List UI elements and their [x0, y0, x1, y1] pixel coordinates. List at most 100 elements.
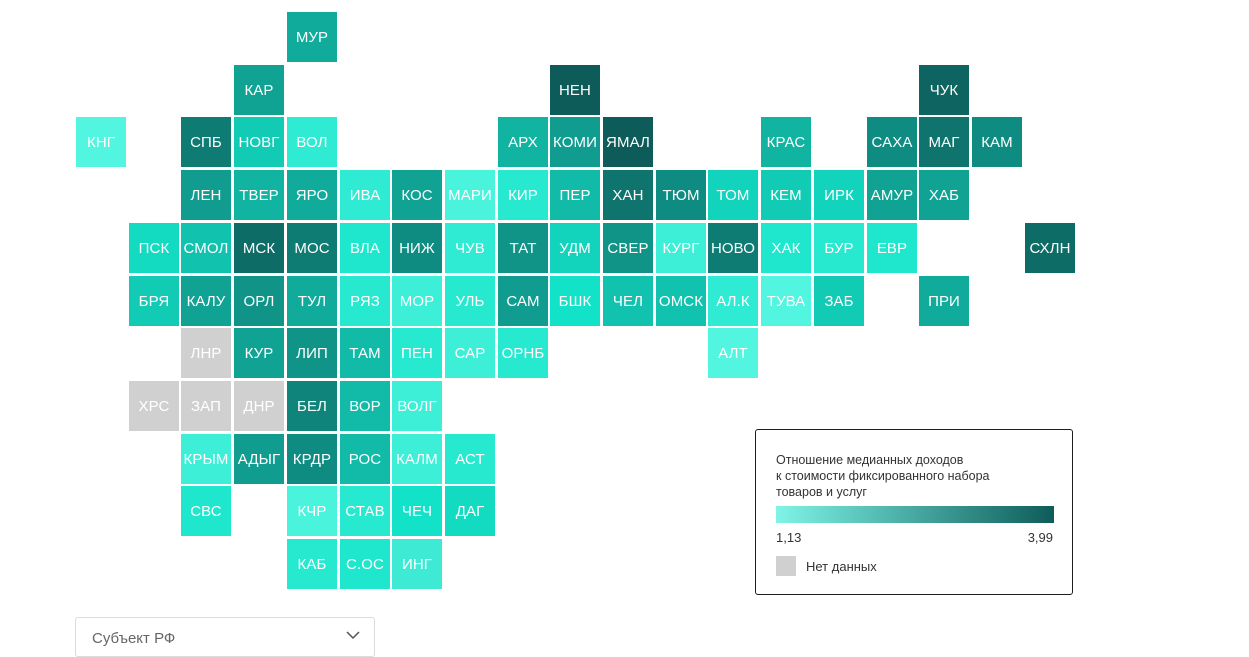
region-tile-маг[interactable]: МАГ — [919, 117, 969, 167]
region-tile-мур[interactable]: МУР — [287, 12, 337, 62]
region-tile-сам[interactable]: САМ — [498, 276, 548, 326]
region-tile-мор[interactable]: МОР — [392, 276, 442, 326]
legend-title-line: товаров и услуг — [776, 485, 867, 499]
region-tile-чеч[interactable]: ЧЕЧ — [392, 486, 442, 536]
region-tile-том[interactable]: ТОМ — [708, 170, 758, 220]
region-tile-сар[interactable]: САР — [445, 328, 495, 378]
region-tile-каб[interactable]: КАБ — [287, 539, 337, 589]
legend-title-line: к стоимости фиксированного набора — [776, 469, 990, 483]
region-tile-кем[interactable]: КЕМ — [761, 170, 811, 220]
region-tile-ива[interactable]: ИВА — [340, 170, 390, 220]
region-tile-схлн[interactable]: СХЛН — [1025, 223, 1075, 273]
region-tile-крас[interactable]: КРАС — [761, 117, 811, 167]
region-tile-тюм[interactable]: ТЮМ — [656, 170, 706, 220]
region-tile-хрс[interactable]: ХРС — [129, 381, 179, 431]
no-data-label: Нет данных — [806, 559, 877, 574]
region-tile-кос[interactable]: КОС — [392, 170, 442, 220]
region-tile-евр[interactable]: ЕВР — [867, 223, 917, 273]
region-tile-лип[interactable]: ЛИП — [287, 328, 337, 378]
region-tile-кам[interactable]: КАМ — [972, 117, 1022, 167]
region-tile-арх[interactable]: АРХ — [498, 117, 548, 167]
region-tile-калм[interactable]: КАЛМ — [392, 434, 442, 484]
chevron-down-icon — [346, 631, 360, 640]
region-tile-хан[interactable]: ХАН — [603, 170, 653, 220]
region-tile-смол[interactable]: СМОЛ — [181, 223, 231, 273]
region-tile-став[interactable]: СТАВ — [340, 486, 390, 536]
region-tile-хаб[interactable]: ХАБ — [919, 170, 969, 220]
region-tile-бря[interactable]: БРЯ — [129, 276, 179, 326]
region-tile-кур[interactable]: КУР — [234, 328, 284, 378]
region-tile-новг[interactable]: НОВГ — [234, 117, 284, 167]
no-data-swatch — [776, 556, 796, 576]
region-tile-с-ос[interactable]: С.ОС — [340, 539, 390, 589]
region-tile-лнр[interactable]: ЛНР — [181, 328, 231, 378]
region-tile-рос[interactable]: РОС — [340, 434, 390, 484]
region-tile-пск[interactable]: ПСК — [129, 223, 179, 273]
region-select[interactable]: Субъект РФ — [75, 617, 375, 657]
region-tile-удм[interactable]: УДМ — [550, 223, 600, 273]
region-tile-заб[interactable]: ЗАБ — [814, 276, 864, 326]
legend-gradient-bar — [776, 506, 1054, 523]
region-tile-алт[interactable]: АЛТ — [708, 328, 758, 378]
region-tile-ямал[interactable]: ЯМАЛ — [603, 117, 653, 167]
region-tile-чук[interactable]: ЧУК — [919, 65, 969, 115]
region-tile-вор[interactable]: ВОР — [340, 381, 390, 431]
region-tile-мари[interactable]: МАРИ — [445, 170, 495, 220]
region-tile-ново[interactable]: НОВО — [708, 223, 758, 273]
region-tile-пер[interactable]: ПЕР — [550, 170, 600, 220]
region-tile-тул[interactable]: ТУЛ — [287, 276, 337, 326]
region-tile-там[interactable]: ТАМ — [340, 328, 390, 378]
region-tile-орл[interactable]: ОРЛ — [234, 276, 284, 326]
legend: Отношение медианных доходов к стоимости … — [755, 429, 1073, 595]
region-tile-днр[interactable]: ДНР — [234, 381, 284, 431]
region-tile-вол[interactable]: ВОЛ — [287, 117, 337, 167]
region-tile-кнг[interactable]: КНГ — [76, 117, 126, 167]
region-tile-коми[interactable]: КОМИ — [550, 117, 600, 167]
region-tile-хак[interactable]: ХАК — [761, 223, 811, 273]
region-tile-спб[interactable]: СПБ — [181, 117, 231, 167]
region-tile-саха[interactable]: САХА — [867, 117, 917, 167]
region-tile-уль[interactable]: УЛЬ — [445, 276, 495, 326]
region-tile-орнб[interactable]: ОРНБ — [498, 328, 548, 378]
legend-title: Отношение медианных доходов к стоимости … — [776, 452, 1066, 500]
region-tile-кир[interactable]: КИР — [498, 170, 548, 220]
region-tile-крым[interactable]: КРЫМ — [181, 434, 231, 484]
region-tile-яро[interactable]: ЯРО — [287, 170, 337, 220]
region-tile-бур[interactable]: БУР — [814, 223, 864, 273]
region-tile-зап[interactable]: ЗАП — [181, 381, 231, 431]
region-tile-амур[interactable]: АМУР — [867, 170, 917, 220]
region-tile-нен[interactable]: НЕН — [550, 65, 600, 115]
region-tile-свс[interactable]: СВС — [181, 486, 231, 536]
region-tile-инг[interactable]: ИНГ — [392, 539, 442, 589]
region-tile-лен[interactable]: ЛЕН — [181, 170, 231, 220]
region-tile-бел[interactable]: БЕЛ — [287, 381, 337, 431]
region-tile-волг[interactable]: ВОЛГ — [392, 381, 442, 431]
region-tile-тат[interactable]: ТАТ — [498, 223, 548, 273]
region-tile-кчр[interactable]: КЧР — [287, 486, 337, 536]
region-tile-адыг[interactable]: АДЫГ — [234, 434, 284, 484]
region-tile-калу[interactable]: КАЛУ — [181, 276, 231, 326]
region-tile-ряз[interactable]: РЯЗ — [340, 276, 390, 326]
region-tile-мос[interactable]: МОС — [287, 223, 337, 273]
region-tile-свер[interactable]: СВЕР — [603, 223, 653, 273]
region-tile-крдр[interactable]: КРДР — [287, 434, 337, 484]
region-tile-кург[interactable]: КУРГ — [656, 223, 706, 273]
region-tile-тува[interactable]: ТУВА — [761, 276, 811, 326]
region-tile-бшк[interactable]: БШК — [550, 276, 600, 326]
region-tile-пен[interactable]: ПЕН — [392, 328, 442, 378]
region-tile-ал-к[interactable]: АЛ.К — [708, 276, 758, 326]
region-tile-чел[interactable]: ЧЕЛ — [603, 276, 653, 326]
region-tile-аст[interactable]: АСТ — [445, 434, 495, 484]
region-tile-твер[interactable]: ТВЕР — [234, 170, 284, 220]
region-tile-ниж[interactable]: НИЖ — [392, 223, 442, 273]
region-tile-чув[interactable]: ЧУВ — [445, 223, 495, 273]
legend-min-label: 1,13 — [776, 530, 802, 545]
legend-title-line: Отношение медианных доходов — [776, 453, 964, 467]
region-tile-даг[interactable]: ДАГ — [445, 486, 495, 536]
region-tile-ирк[interactable]: ИРК — [814, 170, 864, 220]
region-tile-мск[interactable]: МСК — [234, 223, 284, 273]
region-tile-омск[interactable]: ОМСК — [656, 276, 706, 326]
region-tile-кар[interactable]: КАР — [234, 65, 284, 115]
region-tile-при[interactable]: ПРИ — [919, 276, 969, 326]
region-tile-вла[interactable]: ВЛА — [340, 223, 390, 273]
